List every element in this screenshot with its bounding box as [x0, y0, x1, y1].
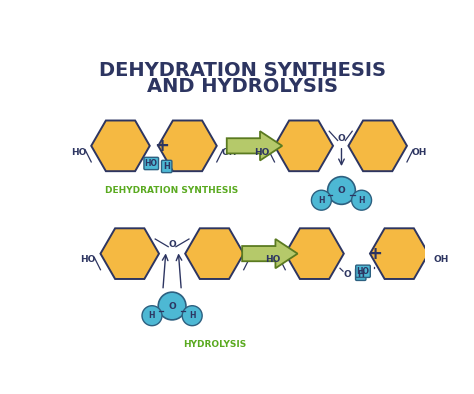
Text: O: O [168, 240, 176, 249]
FancyBboxPatch shape [356, 265, 370, 277]
Circle shape [182, 306, 202, 326]
FancyBboxPatch shape [144, 157, 159, 170]
Text: HO: HO [145, 159, 158, 168]
Polygon shape [91, 121, 150, 171]
Text: O: O [343, 270, 351, 279]
Text: HYDROLYSIS: HYDROLYSIS [183, 340, 246, 349]
Text: HO: HO [356, 267, 370, 276]
Polygon shape [227, 131, 282, 160]
FancyBboxPatch shape [162, 160, 172, 173]
Text: H: H [357, 270, 364, 279]
Text: O: O [168, 301, 176, 310]
Text: OH: OH [433, 255, 448, 264]
Circle shape [328, 177, 356, 204]
Text: AND HYDROLYSIS: AND HYDROLYSIS [147, 76, 338, 95]
Polygon shape [158, 121, 217, 171]
FancyBboxPatch shape [356, 268, 366, 281]
Text: +: + [155, 137, 170, 155]
Circle shape [158, 292, 186, 320]
Text: OH: OH [411, 147, 427, 156]
Text: H: H [358, 196, 365, 205]
Polygon shape [348, 121, 407, 171]
Text: O: O [149, 162, 157, 171]
Text: HO: HO [265, 255, 281, 264]
Text: O: O [337, 186, 346, 195]
Polygon shape [242, 239, 298, 268]
Text: HO: HO [71, 147, 87, 156]
Polygon shape [274, 121, 333, 171]
Polygon shape [185, 228, 244, 279]
Text: H: H [318, 196, 325, 205]
Text: DEHYDRATION SYNTHESIS: DEHYDRATION SYNTHESIS [105, 186, 239, 195]
Polygon shape [100, 228, 159, 279]
Text: O: O [337, 134, 346, 143]
Text: OH: OH [221, 147, 237, 156]
Circle shape [311, 190, 331, 210]
Text: OH: OH [248, 255, 264, 264]
Circle shape [352, 190, 372, 210]
Polygon shape [370, 228, 428, 279]
Text: +: + [367, 245, 382, 263]
Text: H: H [163, 162, 170, 171]
Text: HO: HO [255, 147, 270, 156]
Text: H: H [189, 311, 195, 320]
Text: HO: HO [81, 255, 96, 264]
Text: H: H [149, 311, 155, 320]
Polygon shape [285, 228, 344, 279]
Text: DEHYDRATION SYNTHESIS: DEHYDRATION SYNTHESIS [100, 61, 386, 80]
Circle shape [142, 306, 162, 326]
